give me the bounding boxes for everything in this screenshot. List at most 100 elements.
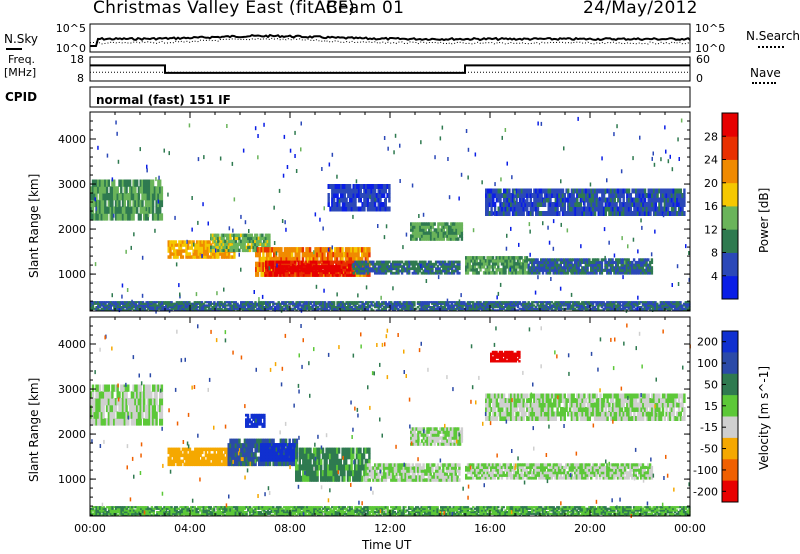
power-region-12-cell [522,309,525,312]
power-region-6-cell [408,271,411,275]
power-region-5-cell [296,266,300,268]
power-region-12-cell [515,302,518,305]
power-region-12-cell [404,306,407,309]
power-region-5-cell [312,266,316,268]
power-region-10-cell [563,211,566,216]
power-region-6-cell [434,262,438,266]
power-region-7-cell [449,228,453,232]
power-region-3-cell [352,256,355,263]
power-region-10-cell [652,202,656,207]
power-region-12-cell [268,302,271,305]
power-region-3-cell [258,247,261,253]
power-region-6-cell [365,265,368,268]
power-region-12-cell [229,306,232,309]
power-region-5-cell [276,269,280,272]
power-region-12-cell [363,302,366,305]
power-region-12-cell [579,309,582,312]
power-region-12-cell [302,301,305,304]
cpid-value: normal (fast) 151 IF [96,93,231,107]
power-region-9-cell [638,258,641,262]
power-region-0-cell [151,199,155,208]
power-region-2-cell [220,233,223,238]
power-region-9-cell [593,266,596,270]
power-region-9-cell [643,258,646,262]
power-region-2-cell [225,248,229,253]
power-region-12-cell [166,307,170,310]
power-region-3-cell [310,256,314,263]
power-region-12-cell [209,307,212,310]
power-region-6-cell [411,260,414,264]
power-region-6-cell [415,271,418,275]
power-region-9-cell [563,266,566,270]
power-region-4-cell [304,273,307,277]
power-region-0-cell [144,199,148,208]
power-region-12-cell [145,301,148,304]
power-region-6-cell [417,265,420,268]
power-region-0-cell [151,213,155,221]
power-region-0-cell [159,186,162,194]
power-region-10-cell [499,197,502,203]
power-region-1-cell [188,252,192,256]
power-region-5-cell [334,268,337,271]
power-region-12-cell [572,304,575,307]
power-region-12-cell [543,306,546,309]
power-region-6-cell [359,262,363,266]
power-region-10-cell [618,193,622,198]
power-region-12-cell [179,307,182,310]
power-region-10-cell [606,197,609,203]
power-region-3-cell [255,271,258,277]
power-region-6-cell [359,260,363,264]
power-region-3-cell [343,251,346,258]
power-region-8-cell [495,271,498,275]
power-region-11-cell [336,193,339,198]
power-region-9-cell [634,271,637,275]
power-region-0-cell [130,213,134,221]
power-region-12-cell [143,302,146,305]
power-region-12-cell [304,306,307,309]
power-region-12-cell [315,309,318,312]
power-region-12-cell [90,306,93,309]
power-region-12-cell [245,301,248,304]
power-region-3-cell [341,251,344,258]
power-region-10-cell [543,202,547,207]
power-region-12-cell [95,301,98,304]
power-region-9-cell [548,260,552,264]
power-region-12-cell [382,307,386,310]
power-region-0-cell [160,199,164,208]
power-region-8-cell [500,256,504,260]
power-region-10-cell [683,193,686,198]
power-region-12-cell [590,304,593,307]
power-region-9-cell [540,260,543,264]
power-region-12-cell [572,306,575,309]
power-region-12-cell [402,301,405,304]
frequency-line [90,64,690,74]
power-region-4-cell [344,265,347,269]
power-region-12-cell [209,302,212,305]
power-region-9-cell [563,263,566,267]
power-region-9-cell [577,271,580,275]
power-region-8-cell [507,271,511,275]
power-region-3-cell [278,256,281,263]
power-region-10-cell [588,188,591,194]
power-region-10-cell [545,197,549,203]
power-region-12-cell [656,306,659,309]
power-region-10-cell [681,202,684,207]
power-region-12-cell [563,302,566,305]
power-region-0-cell [160,186,164,194]
power-region-5-cell [327,270,330,273]
power-region-10-cell [627,202,631,207]
power-region-12-cell [248,304,252,307]
power-region-3-cell [269,256,272,263]
power-region-12-cell [452,307,455,310]
power-region-9-cell [561,260,564,264]
power-region-6-cell [359,271,363,275]
power-region-3-cell [264,256,267,263]
power-region-6-cell [374,262,377,266]
power-region-0-cell [93,179,96,187]
power-region-9-cell [606,268,609,272]
power-region-9-cell [638,263,641,267]
power-region-10-cell [560,197,563,203]
power-region-12-cell [634,301,637,304]
power-region-10-cell [570,211,574,216]
power-region-12-cell [616,302,620,305]
